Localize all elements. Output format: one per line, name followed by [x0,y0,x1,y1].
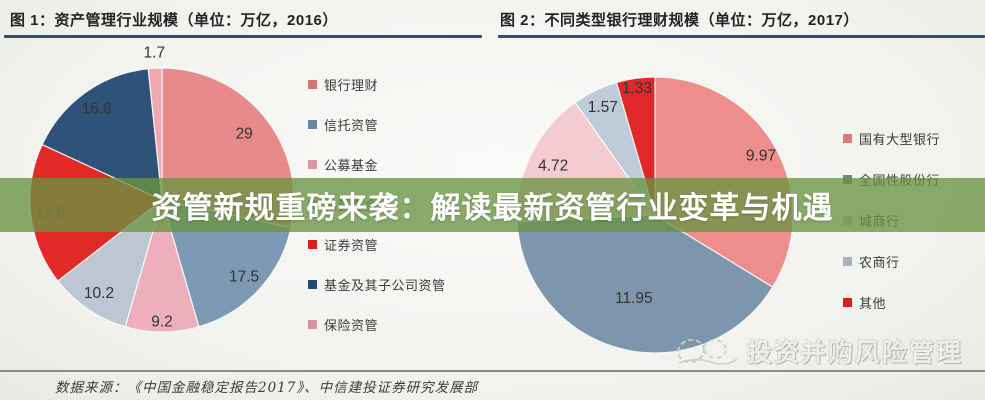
legend-label: 银行理财 [324,78,379,93]
legend-color-swatch [308,160,317,169]
legend-label: 基金及其子公司资管 [324,278,446,293]
pie-value-label: 16.8 [82,101,112,118]
legend-color-swatch [843,134,852,143]
pie-value-label: 11.95 [615,290,653,307]
headline-text: 资管新规重磅来袭：解读最新资管行业变革与机遇 [151,192,834,225]
legend-item: 国有大型银行 [843,129,940,148]
legend-label: 保险资管 [324,318,379,333]
pie-value-label: 10.2 [84,285,114,302]
legend-item: 信托资管 [308,115,446,134]
legend-label: 证券资管 [324,238,379,253]
legend-color-swatch [843,298,852,307]
legend-label: 信托资管 [324,118,379,133]
legend-color-swatch [308,280,317,289]
legend-color-swatch [308,120,317,129]
watermark-text: 投资并购风险管理 [746,339,963,367]
legend-color-swatch [308,80,317,89]
figure1-legend: 银行理财信托资管公募基金私募基金证券资管基金及其子公司资管保险资管 [308,75,446,334]
figure2-title: 图 2：不同类型银行理财规模（单位：万亿，2017） [500,12,859,29]
pie-value-label: 17.5 [229,269,259,286]
legend-item: 保险资管 [308,315,446,334]
data-source-note: 数据来源：《中国金融稳定报告2017》、中信建投证券研究发展部 [55,380,479,396]
footer-divider [0,370,985,372]
legend-item: 公募基金 [308,155,446,174]
pie-value-label: 1.33 [622,80,652,97]
legend-item: 证券资管 [308,235,446,254]
legend-label: 国有大型银行 [859,132,941,147]
legend-item: 其他 [843,293,940,312]
pie-value-label: 4.72 [538,158,568,175]
legend-item: 农商行 [843,252,940,271]
legend-item: 银行理财 [308,75,446,94]
pie-value-label: 29 [236,126,253,143]
legend-label: 农商行 [859,255,900,270]
figure1-title-rule [4,35,482,38]
figure1-title: 图 1：资产管理行业规模（单位：万亿，2016） [10,12,338,29]
pie-value-label: 1.57 [588,99,618,116]
pie-value-label: 1.7 [144,45,166,61]
pie-slice-全国性股份行 [516,214,774,354]
pie-value-label: 9.2 [151,313,173,330]
legend-label: 公募基金 [324,158,379,173]
legend-color-swatch [308,240,317,249]
legend-item: 基金及其子公司资管 [308,275,446,294]
legend-color-swatch [843,257,852,266]
figure2-title-rule [498,35,985,38]
headline-banner: 资管新规重磅来袭：解读最新资管行业变革与机遇 [0,178,985,232]
pie-slice-保险资管 [147,67,163,201]
watermark-scribble-logo [677,338,738,365]
legend-color-swatch [308,320,317,329]
pie-value-label: 9.97 [746,148,776,165]
pie-slice-基金及其子公司资管 [41,68,163,201]
watermark: 投资并购风险管理 [675,333,963,369]
legend-label: 其他 [859,296,887,311]
